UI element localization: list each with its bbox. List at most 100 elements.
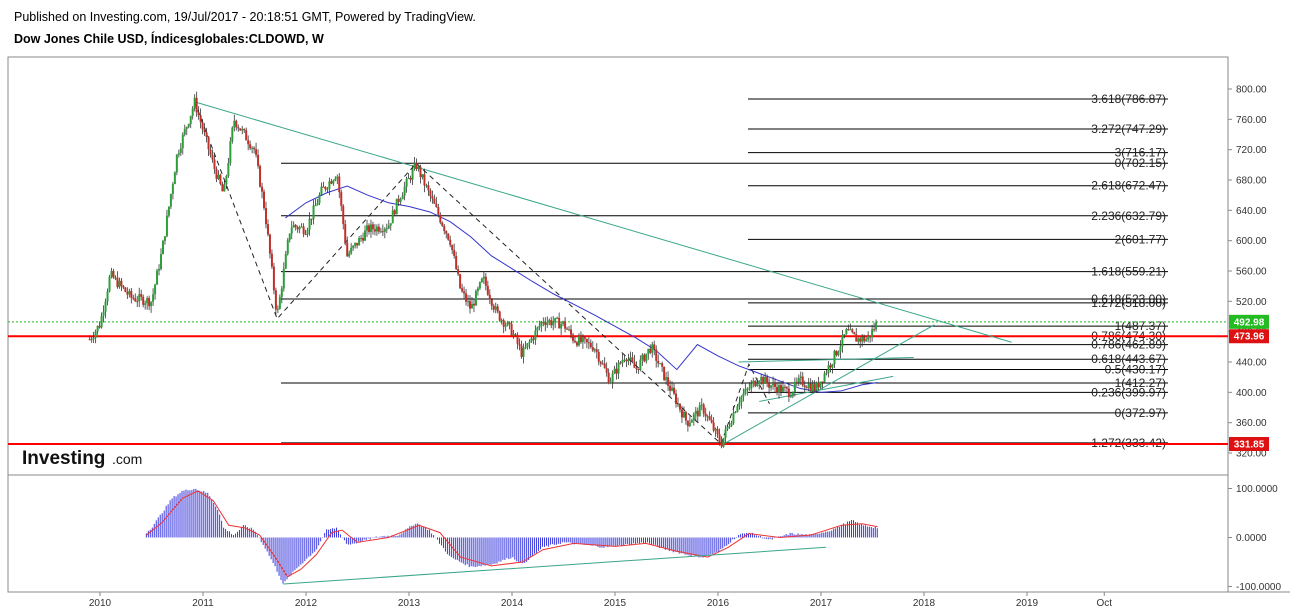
x-tick-label: 2015 <box>604 598 627 609</box>
candle-body <box>599 361 602 364</box>
candle-body <box>692 414 695 421</box>
candle-body <box>605 368 608 373</box>
candle-body <box>350 247 353 254</box>
candle-body <box>193 97 196 109</box>
candle-body <box>383 228 386 232</box>
candle-body <box>845 329 848 335</box>
candle-body <box>474 291 477 306</box>
candle-body <box>197 112 200 116</box>
candle-body <box>189 115 192 125</box>
candle-body <box>807 383 810 389</box>
candle-body <box>795 381 798 383</box>
fib-level-label: 3.618(786.87) <box>1091 92 1166 106</box>
candle-body <box>201 122 204 130</box>
candle-body <box>797 378 800 383</box>
candle-body <box>524 347 527 349</box>
candle-body <box>736 406 739 413</box>
candle-body <box>395 198 398 215</box>
candle-body <box>613 368 616 374</box>
candle-body <box>425 185 428 187</box>
candle-body <box>700 404 703 406</box>
candle-body <box>498 311 501 321</box>
candle-body <box>809 383 812 392</box>
candle-body <box>552 322 555 326</box>
candle-body <box>621 359 624 364</box>
candle-body <box>520 345 523 357</box>
candle-body <box>306 229 309 235</box>
trend-line <box>759 375 894 402</box>
candle-body <box>171 184 174 195</box>
fib-level-label: 1.618(559.21) <box>1091 265 1166 279</box>
macd-tick-label: 100.0000 <box>1236 484 1278 495</box>
candle-body <box>510 323 513 336</box>
candle-body <box>433 198 436 204</box>
candle-body <box>122 285 125 288</box>
candle-body <box>348 253 351 257</box>
candle-body <box>562 321 565 324</box>
candle-body <box>508 322 511 324</box>
candle-body <box>821 381 824 383</box>
candle-body <box>641 354 644 360</box>
candle-body <box>423 174 426 186</box>
candle-body <box>661 363 664 367</box>
candle-body <box>181 134 184 149</box>
x-tick-label: 2013 <box>398 598 421 609</box>
chart-header: Published on Investing.com, 19/Jul/2017 … <box>14 6 476 50</box>
candle-body <box>102 311 105 316</box>
candle-body <box>827 365 830 373</box>
candle-body <box>799 376 802 379</box>
candle-body <box>825 372 828 374</box>
candle-body <box>789 396 792 398</box>
candle-body <box>369 224 372 232</box>
candle-body <box>274 290 277 310</box>
candle-body <box>805 387 808 389</box>
candle-body <box>445 231 448 234</box>
candle-body <box>669 385 672 391</box>
candle-body <box>94 331 97 338</box>
candle-body <box>579 336 582 343</box>
candle-body <box>205 132 208 137</box>
candle-body <box>116 277 119 288</box>
candle-body <box>150 301 153 307</box>
candle-body <box>744 388 747 394</box>
candle-body <box>595 349 598 352</box>
candle-body <box>482 276 485 279</box>
candle-body <box>223 184 226 192</box>
candle-body <box>108 276 111 292</box>
candle-body <box>694 410 697 415</box>
candle-body <box>136 301 139 303</box>
candle-body <box>393 210 396 215</box>
candle-body <box>516 335 519 344</box>
x-tick-label: 2012 <box>295 598 318 609</box>
candle-body <box>243 129 246 131</box>
candle-body <box>288 233 291 241</box>
candle-body <box>457 269 460 275</box>
candle-body <box>413 163 416 170</box>
candle-body <box>855 334 858 342</box>
candle-body <box>550 320 553 326</box>
candle-body <box>114 277 117 279</box>
candle-body <box>793 381 796 393</box>
candle-body <box>203 129 206 133</box>
candle-body <box>185 126 188 129</box>
macd-panel <box>7 474 1229 593</box>
candle-body <box>282 268 285 289</box>
candle-body <box>573 340 576 343</box>
y-tick-label: 600.00 <box>1236 236 1267 247</box>
candle-body <box>488 294 491 300</box>
candle-body <box>534 330 537 340</box>
candle-body <box>296 227 299 230</box>
candle-body <box>417 166 420 169</box>
candle-body <box>518 343 521 346</box>
x-tick-label: 2014 <box>501 598 524 609</box>
candle-body <box>211 154 214 160</box>
trend-line <box>738 356 914 363</box>
candle-body <box>429 190 432 197</box>
candle-body <box>591 347 594 351</box>
candle-body <box>506 322 509 326</box>
candle-body <box>484 276 487 286</box>
candle-body <box>259 165 262 187</box>
candle-body <box>253 147 256 150</box>
candle-body <box>409 177 412 180</box>
